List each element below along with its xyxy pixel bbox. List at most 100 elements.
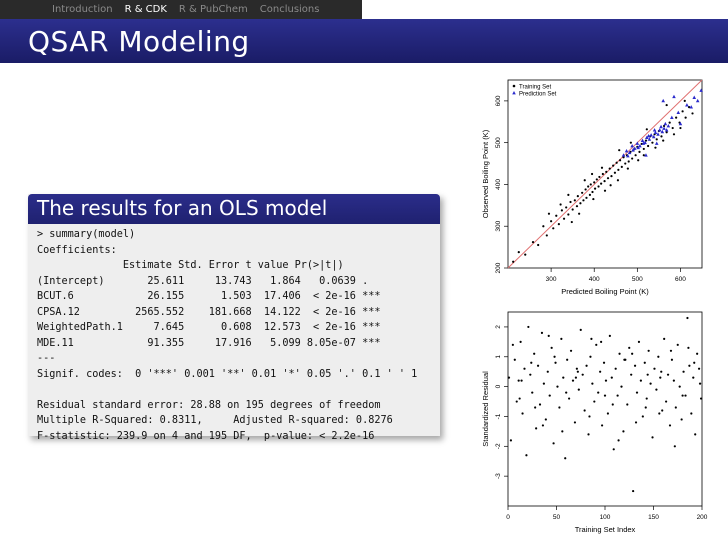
y-tick-label: 400: [495, 179, 502, 190]
prediction-point: [678, 121, 683, 126]
residual-point: [618, 352, 621, 355]
prediction-point: [621, 153, 626, 157]
residual-point: [533, 352, 536, 355]
residual-point: [597, 391, 600, 394]
summary-line: Residual standard error: 28.88 on 195 de…: [37, 399, 381, 411]
residual-point: [548, 394, 551, 397]
training-point: [679, 126, 682, 130]
residual-point: [688, 364, 691, 367]
training-point: [550, 220, 553, 223]
training-point: [665, 103, 668, 107]
prediction-point: [626, 154, 630, 158]
training-point: [552, 227, 555, 230]
training-point: [644, 139, 648, 142]
training-point: [573, 199, 576, 202]
training-point: [593, 187, 597, 190]
residual-point: [653, 367, 656, 370]
residual-point: [511, 343, 514, 346]
training-point: [583, 179, 586, 182]
x-tick-label: 100: [600, 514, 611, 521]
training-point: [582, 199, 585, 202]
nav-item-r-pubchem[interactable]: R & PubChem: [178, 4, 248, 15]
training-point: [576, 195, 579, 198]
residual-point: [540, 331, 544, 334]
training-point: [617, 168, 620, 171]
training-point: [675, 116, 678, 119]
residual-point: [553, 355, 556, 358]
residual-point: [588, 415, 591, 418]
training-point: [622, 156, 625, 159]
training-point: [567, 193, 570, 196]
training-point: [618, 149, 621, 152]
residual-point: [577, 388, 580, 391]
residual-point: [698, 382, 702, 385]
training-point: [597, 185, 600, 188]
training-point: [559, 203, 562, 206]
x-tick-label: 400: [589, 276, 600, 283]
residual-point: [556, 385, 559, 388]
training-point: [531, 240, 535, 244]
residual-point: [672, 379, 675, 382]
training-point: [581, 191, 584, 194]
prediction-point: [699, 88, 703, 92]
training-point: [683, 99, 686, 102]
training-point: [608, 167, 611, 170]
training-point: [595, 178, 598, 181]
prediction-point: [631, 148, 635, 152]
nav-item-r-cdk[interactable]: R & CDK: [124, 4, 167, 15]
x-tick-label: 50: [553, 514, 561, 521]
residual-point: [694, 433, 697, 436]
training-point: [569, 200, 572, 204]
prediction-point: [659, 124, 663, 129]
residual-point: [673, 445, 676, 448]
training-point: [578, 212, 581, 215]
training-point: [571, 208, 574, 211]
summary-line: Estimate Std. Error t value Pr(>|t|): [37, 260, 344, 271]
observed-vs-predicted-chart: 300 400 500 600 200 300 400 500 600 Predicted Boi…: [481, 79, 703, 296]
y-tick-label: 1: [495, 355, 502, 359]
residual-point: [541, 424, 545, 427]
residual-point: [690, 412, 693, 415]
residual-point: [519, 340, 522, 343]
summary-line: Signif. codes: 0 '***' 0.001 '**' 0.01 '…: [37, 368, 418, 380]
prediction-point: [660, 129, 665, 134]
section-navigation: Introduction R & CDK R & PubChem Conclus…: [0, 0, 362, 19]
residual-point: [670, 358, 674, 361]
residual-point: [527, 325, 530, 329]
summary-line: CPSA.12 2565.552 181.668 14.122 < 2e-16 …: [37, 306, 381, 318]
residual-point: [538, 403, 542, 406]
prediction-point: [646, 133, 651, 138]
residual-point: [520, 379, 523, 382]
residual-point: [552, 442, 555, 445]
prediction-point: [649, 133, 653, 137]
residual-point: [676, 343, 679, 346]
training-point: [610, 174, 613, 178]
x-tick-label: 200: [697, 514, 708, 521]
residual-point: [536, 364, 540, 367]
training-point: [671, 126, 674, 130]
residual-point: [665, 400, 668, 403]
summary-line: (Intercept) 25.611 13.743 1.864 0.0639 .: [37, 275, 369, 287]
residual-point: [568, 397, 571, 400]
residual-point: [573, 421, 577, 424]
residual-point: [649, 382, 652, 385]
x-axis-label: Training Set Index: [575, 525, 636, 534]
training-point: [668, 121, 671, 124]
summary-line: ---: [37, 353, 56, 364]
residual-point: [581, 373, 584, 376]
residual-point: [646, 373, 649, 376]
residual-point: [535, 427, 538, 430]
residual-point: [660, 370, 663, 373]
summary-line: Coefficients:: [37, 244, 117, 256]
prediction-point: [666, 123, 671, 128]
training-point: [524, 253, 527, 256]
nav-item-introduction[interactable]: Introduction: [52, 4, 113, 15]
residual-point: [550, 346, 553, 349]
residual-point: [544, 418, 547, 421]
prediction-point: [627, 150, 632, 155]
residual-point: [566, 358, 569, 361]
residual-point: [686, 316, 689, 320]
prediction-point: [636, 145, 640, 150]
residual-point: [546, 370, 549, 373]
nav-item-conclusions[interactable]: Conclusions: [259, 4, 320, 15]
